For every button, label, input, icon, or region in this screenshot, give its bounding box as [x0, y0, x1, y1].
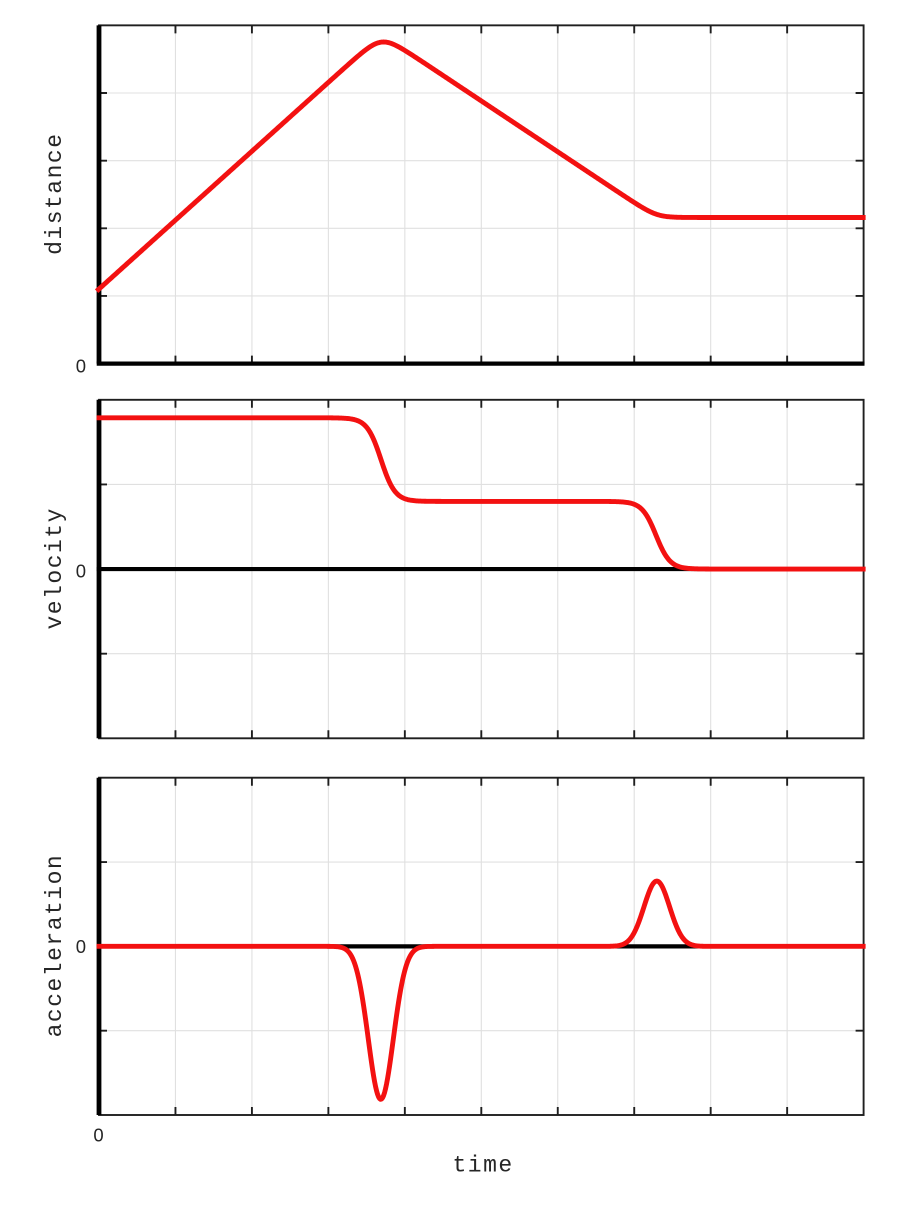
svg-text:0: 0	[76, 355, 86, 376]
svg-text:distance: distance	[42, 132, 68, 254]
svg-text:0: 0	[93, 1125, 103, 1146]
svg-text:0: 0	[76, 936, 86, 957]
svg-text:acceleration: acceleration	[42, 854, 68, 1038]
svg-text:0: 0	[76, 560, 86, 581]
svg-text:time: time	[452, 1153, 513, 1179]
svg-text:velocity: velocity	[42, 507, 68, 629]
